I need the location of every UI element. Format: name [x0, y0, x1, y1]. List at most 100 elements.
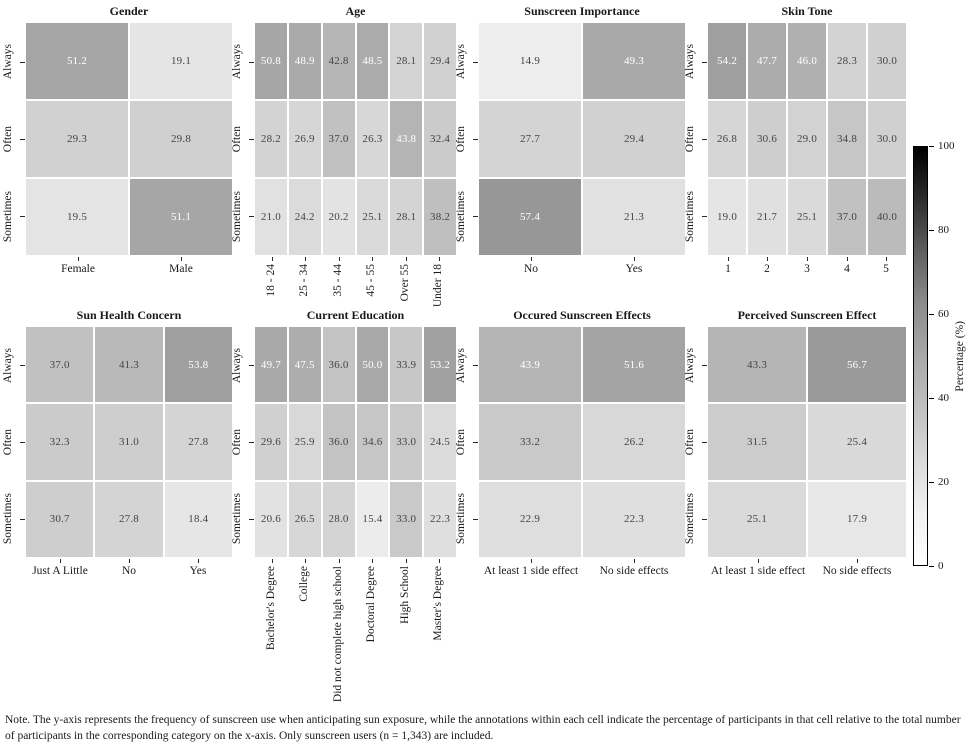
heatmap-cell: 40.0: [868, 179, 906, 255]
heatmap-cell: 30.7: [26, 481, 94, 557]
y-axis-label: Always: [0, 23, 18, 100]
x-axis-tick: [305, 559, 306, 563]
panel-title: Age: [345, 4, 366, 18]
y-axis-label-text: Always: [684, 347, 697, 383]
heatmap-cell: 33.9: [390, 327, 423, 403]
y-axis-label: Often: [453, 100, 471, 177]
y-axis-label: Often: [229, 404, 247, 481]
heatmap-grid: 49.7 47.5 36.0 50.0 33.9 53.2 29.6 25.9 36.0 34.6…: [255, 327, 456, 557]
heatmap-cell: 25.4: [808, 404, 906, 480]
x-axis-tick: [531, 257, 532, 261]
x-axis-tick: [847, 257, 848, 261]
y-axis-label-text: Sometimes: [455, 493, 468, 545]
heatmap-cell: 28.2: [255, 101, 287, 177]
y-axis-label-text: Sometimes: [684, 493, 697, 545]
y-axis-label: Often: [682, 100, 700, 177]
x-axis-label: No side effects: [599, 565, 669, 577]
heatmap-cell: 51.6: [583, 327, 685, 403]
heatmap-cell: 28.1: [390, 23, 423, 99]
x-axis-label: High School: [399, 566, 411, 624]
heatmap-cell: 47.5: [288, 327, 321, 403]
heatmap-cell: 15.4: [356, 481, 389, 557]
heatmap-cell: 41.3: [95, 327, 163, 403]
x-axis-label: 1: [725, 263, 731, 275]
colorbar-tick-label: 0: [938, 560, 944, 572]
x-axis-label: No: [121, 565, 137, 577]
x-axis-tick: [807, 257, 808, 261]
y-axis-tick: [702, 365, 707, 366]
y-axis-label-text: Often: [231, 125, 244, 153]
heatmap-cell: 26.8: [708, 101, 746, 177]
y-axis-tick: [702, 442, 707, 443]
heatmap-cell: 56.7: [808, 327, 906, 403]
y-axis-tick: [249, 216, 254, 217]
y-axis-tick: [20, 62, 25, 63]
heatmap-cell: 21.7: [748, 179, 786, 255]
heatmap-cell: 36.0: [322, 404, 355, 480]
heatmap-cell: 34.6: [356, 404, 389, 480]
heatmap-cell: 30.0: [868, 23, 906, 99]
x-axis-tick: [272, 257, 273, 261]
heatmap-cell: 37.0: [322, 101, 355, 177]
x-axis-tick: [728, 257, 729, 261]
x-axis-tick: [758, 559, 759, 563]
panel-title: Sun Health Concern: [76, 308, 182, 322]
heatmap-cell: 29.0: [788, 101, 826, 177]
heatmap-cell: 53.8: [164, 327, 232, 403]
y-axis-tick: [249, 519, 254, 520]
heatmap-cell: 32.4: [424, 101, 456, 177]
x-axis-tick: [78, 257, 79, 261]
heatmap-cell: 33.2: [479, 404, 581, 480]
y-axis-label: Always: [682, 23, 700, 100]
y-axis-label: Often: [682, 404, 700, 481]
colorbar-tick-label: 40: [938, 392, 949, 404]
x-axis-tick: [439, 559, 440, 563]
y-axis-tick: [249, 62, 254, 63]
y-axis-label-text: Always: [684, 44, 697, 80]
heatmap-cell: 14.9: [479, 23, 581, 99]
colorbar-tick: [929, 146, 934, 147]
y-axis-label-text: Often: [684, 428, 697, 456]
colorbar-tick-label: 80: [938, 224, 949, 236]
heatmap-cell: 29.3: [26, 101, 128, 177]
heatmap-grid: 37.0 41.3 53.8 32.3 31.0 27.8 30.7 27.8 18.4: [26, 327, 232, 557]
heatmap-cell: 51.1: [130, 179, 232, 255]
y-axis-tick: [20, 139, 25, 140]
y-axis-label-text: Sometimes: [2, 190, 15, 242]
y-axis-label: Sometimes: [682, 480, 700, 557]
x-axis-label: Bachelor's Degree: [265, 566, 277, 651]
heatmap-cell: 50.0: [356, 327, 389, 403]
x-axis-label: Yes: [189, 565, 207, 577]
heatmap-grid: 14.9 49.3 27.7 29.4 57.4 21.3: [479, 23, 685, 255]
heatmap-cell: 22.3: [583, 481, 685, 557]
heatmap-grid: 43.3 56.7 31.5 25.4 25.1 17.9: [708, 327, 906, 557]
heatmap-cell: 43.3: [708, 327, 806, 403]
heatmap-cell: 28.3: [828, 23, 866, 99]
x-axis-tick: [439, 257, 440, 261]
y-axis-label-text: Always: [2, 44, 15, 80]
y-axis-label: Often: [0, 404, 18, 481]
x-axis-label: Master's Degree: [432, 566, 444, 641]
heatmap-cell: 27.8: [164, 404, 232, 480]
x-axis-label: Just A Little: [32, 565, 88, 577]
x-axis-label: 35 - 44: [332, 264, 344, 297]
x-axis-tick: [339, 559, 340, 563]
panel-title: Gender: [109, 4, 149, 18]
y-axis-label-text: Always: [2, 347, 15, 383]
y-axis-label-text: Always: [231, 347, 244, 383]
y-axis-tick: [473, 139, 478, 140]
heatmap-cell: 37.0: [26, 327, 94, 403]
heatmap-cell: 48.9: [288, 23, 321, 99]
y-axis-label: Often: [453, 404, 471, 481]
heatmap-cell: 25.1: [708, 481, 806, 557]
heatmap-cell: 43.8: [390, 101, 423, 177]
y-axis-label: Sometimes: [229, 178, 247, 255]
heatmap-cell: 24.5: [424, 404, 456, 480]
heatmap-cell: 27.7: [479, 101, 581, 177]
